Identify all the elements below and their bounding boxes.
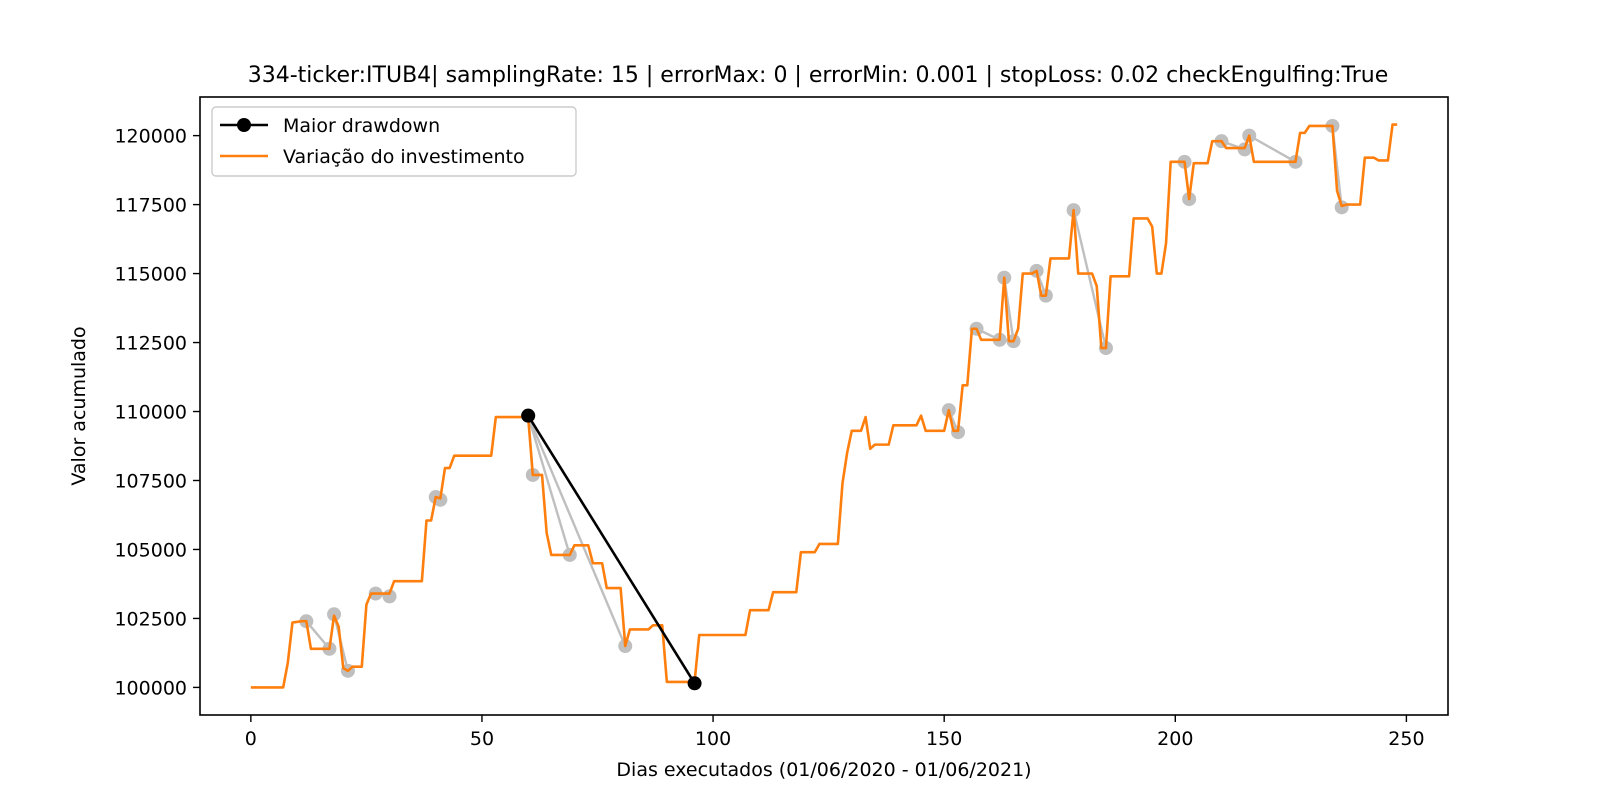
max-drawdown-peak-point [521,408,536,423]
max-drawdown-trough-point [687,676,702,691]
y-tick-label: 117500 [114,195,187,217]
x-tick-label: 50 [470,728,494,750]
legend-label-max-drawdown: Maior drawdown [283,115,440,137]
legend: Maior drawdown Variação do investimento [211,106,577,177]
drawdown-15 [1325,118,1349,215]
y-tick-label: 115000 [114,264,187,286]
drawdown-line [1072,209,1108,349]
axes-frame [199,96,1449,716]
y-tick-label: 120000 [114,126,187,148]
legend-marker-max-drawdown [237,118,251,132]
y-axis: 100000 102500 105000 107500 110000 112500 1150… [114,126,200,699]
y-tick-label: 100000 [114,677,187,699]
drawdown-trough-point [951,425,966,440]
investment-series-line [250,123,1398,689]
x-tick-label: 100 [695,728,731,750]
chart-title: 334-ticker:ITUB4| samplingRate: 15 | err… [248,63,1389,88]
y-tick-label: 105000 [114,539,187,561]
max-drawdown-line [527,414,696,684]
y-axis-label: Valor acumulado [68,326,90,485]
y-tick-label: 107500 [114,470,187,492]
y-tick-label: 102500 [114,608,187,630]
drawdown-line [1248,134,1297,163]
x-tick-label: 200 [1157,728,1193,750]
legend-label-investment: Variação do investimento [283,146,525,168]
drawdown-line [527,415,571,556]
x-axis: 0 50 100 150 200 250 [245,715,1425,750]
x-axis-label: Dias executados (01/06/2020 - 01/06/2021… [616,759,1031,781]
legend-box [211,106,577,177]
x-tick-label: 250 [1388,728,1424,750]
x-tick-label: 0 [245,728,257,750]
drawdown-line [527,415,627,647]
drawdown-trough-point [1237,142,1252,157]
x-tick-label: 150 [926,728,962,750]
plot-area [250,118,1398,691]
y-tick-label: 110000 [114,402,187,424]
y-tick-label: 112500 [114,333,187,355]
drawdown-peak-point [327,607,342,622]
